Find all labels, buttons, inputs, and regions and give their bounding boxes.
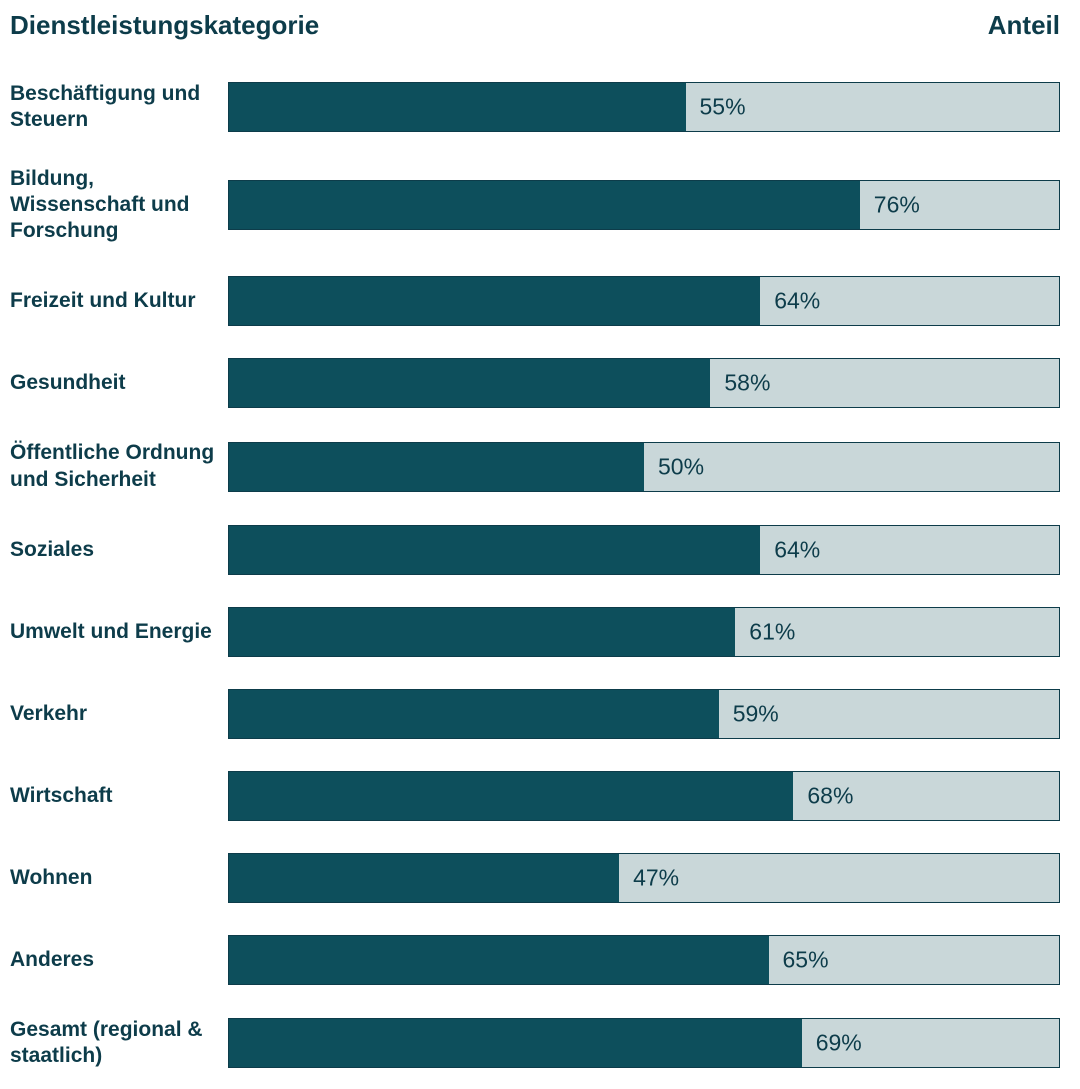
bar-value-label: 50% (644, 453, 704, 480)
chart-row: Soziales 64% (10, 525, 1060, 575)
category-column-header: Dienstleistungskategorie (10, 10, 319, 41)
row-label: Beschäftigung und Steuern (10, 81, 228, 134)
bar-fill (229, 359, 710, 407)
bar-track: 59% (228, 689, 1060, 739)
bar-track: 65% (228, 935, 1060, 985)
bar-value-label: 76% (860, 191, 920, 218)
bar-track: 64% (228, 276, 1060, 326)
chart-row: Beschäftigung und Steuern 55% (10, 81, 1060, 134)
chart-row: Öffentliche Ordnung und Sicherheit 50% (10, 440, 1060, 493)
bar-value-label: 64% (760, 536, 820, 563)
row-label: Soziales (10, 537, 228, 563)
bar-fill (229, 690, 719, 738)
row-label: Wohnen (10, 865, 228, 891)
row-label: Gesamt (regional & staatlich) (10, 1017, 228, 1070)
bar-track: 47% (228, 853, 1060, 903)
bar-track: 61% (228, 607, 1060, 657)
chart-row: Umwelt und Energie 61% (10, 607, 1060, 657)
row-label: Wirtschaft (10, 783, 228, 809)
row-label: Öffentliche Ordnung und Sicherheit (10, 440, 228, 493)
bar-track: 64% (228, 525, 1060, 575)
bar-fill (229, 1019, 802, 1067)
row-label: Verkehr (10, 701, 228, 727)
bar-fill (229, 526, 760, 574)
chart-row: Anderes 65% (10, 935, 1060, 985)
bar-track: 76% (228, 180, 1060, 230)
bar-track: 50% (228, 442, 1060, 492)
bar-fill (229, 608, 735, 656)
bar-value-label: 47% (619, 864, 679, 891)
chart-row: Freizeit und Kultur 64% (10, 276, 1060, 326)
bar-fill (229, 772, 793, 820)
bar-fill (229, 443, 644, 491)
bar-value-label: 65% (769, 946, 829, 973)
bar-value-label: 69% (802, 1030, 862, 1057)
chart-body: Beschäftigung und Steuern 55% Bildung, Wis… (10, 81, 1060, 1069)
bar-track: 55% (228, 82, 1060, 132)
bar-value-label: 68% (793, 782, 853, 809)
chart-header: Dienstleistungskategorie Anteil (10, 10, 1060, 41)
chart-row: Wohnen 47% (10, 853, 1060, 903)
chart-row: Verkehr 59% (10, 689, 1060, 739)
bar-value-label: 55% (686, 94, 746, 121)
value-column-header: Anteil (988, 10, 1060, 41)
row-label: Umwelt und Energie (10, 619, 228, 645)
row-label: Anderes (10, 947, 228, 973)
bar-value-label: 58% (710, 370, 770, 397)
bar-fill (229, 936, 769, 984)
bar-fill (229, 854, 619, 902)
bar-value-label: 59% (719, 700, 779, 727)
row-label: Gesundheit (10, 370, 228, 396)
bar-fill (229, 277, 760, 325)
bar-fill (229, 83, 686, 131)
bar-track: 58% (228, 358, 1060, 408)
bar-track: 68% (228, 771, 1060, 821)
chart-row: Gesundheit 58% (10, 358, 1060, 408)
chart-row: Wirtschaft 68% (10, 771, 1060, 821)
chart-row: Bildung, Wissenschaft und Forschung 76% (10, 166, 1060, 245)
bar-value-label: 64% (760, 288, 820, 315)
chart-row: Gesamt (regional & staatlich) 69% (10, 1017, 1060, 1070)
row-label: Bildung, Wissenschaft und Forschung (10, 166, 228, 245)
bar-track: 69% (228, 1018, 1060, 1068)
bar-fill (229, 181, 860, 229)
bar-value-label: 61% (735, 618, 795, 645)
row-label: Freizeit und Kultur (10, 288, 228, 314)
